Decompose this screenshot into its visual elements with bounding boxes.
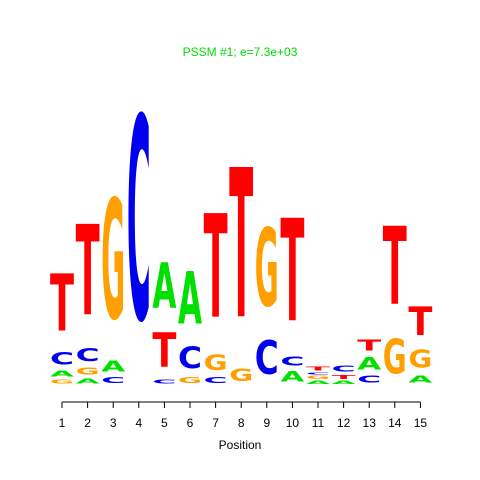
- logo-letter: A: [178, 257, 202, 342]
- logo-letter: C: [306, 372, 330, 375]
- x-tick-label: 15: [414, 416, 428, 430]
- x-tick-label: 13: [363, 416, 377, 430]
- x-tick-label: 10: [286, 416, 300, 430]
- logo-letter: T: [332, 374, 357, 380]
- logo-letter: C: [152, 378, 176, 385]
- logo-letter: T: [383, 204, 407, 329]
- x-tick-label: 4: [135, 416, 142, 430]
- logo-letter: C: [280, 354, 304, 369]
- logo-letter: A: [306, 380, 330, 385]
- logo-letter: C: [357, 374, 381, 385]
- logo-letter: C: [50, 350, 74, 369]
- logo-letter: C: [101, 375, 125, 385]
- logo-letter: G: [306, 375, 330, 380]
- logo-letter: T: [204, 186, 228, 351]
- logo-letter: C: [204, 375, 228, 385]
- logo-letter: T: [357, 337, 382, 355]
- x-tick-label: 1: [59, 416, 66, 430]
- logo-letter: G: [204, 350, 228, 375]
- logo-letter: G: [255, 206, 279, 332]
- x-tick-label: 6: [187, 416, 194, 430]
- logo-letter: G: [383, 330, 407, 385]
- x-tick-label: 12: [337, 416, 351, 430]
- logo-letter: G: [229, 366, 253, 386]
- logo-letter: C: [127, 60, 151, 384]
- logo-letter: C: [332, 364, 356, 374]
- x-tick-label: 3: [110, 416, 117, 430]
- x-tick-label: 9: [263, 416, 270, 430]
- logo-letter: A: [332, 380, 356, 385]
- logo-letter: G: [50, 378, 74, 385]
- logo-letter: G: [408, 345, 432, 374]
- x-axis-label: Position: [219, 438, 262, 452]
- x-tick-label: 8: [238, 416, 245, 430]
- x-tick-label: 11: [312, 416, 325, 430]
- logo-letter: C: [76, 345, 100, 366]
- logo-letter: G: [178, 376, 202, 386]
- logo-letter: T: [280, 191, 304, 354]
- logo-letter: A: [408, 374, 432, 385]
- logo-letter: G: [76, 366, 100, 377]
- logo-letter: A: [76, 377, 101, 385]
- logo-letter: T: [76, 200, 100, 344]
- x-tick-label: 5: [161, 416, 168, 430]
- logo-letter: C: [255, 332, 279, 385]
- logo-letter: G: [101, 165, 125, 357]
- x-tick-label: 14: [388, 416, 402, 430]
- logo-letter: T: [50, 260, 74, 350]
- logo-letter: T: [306, 366, 331, 372]
- x-tick-label: 7: [212, 416, 219, 430]
- logo-letter: A: [357, 354, 382, 373]
- logo-letter: A: [101, 357, 125, 375]
- x-tick-label: 2: [84, 416, 91, 430]
- logo-letter: C: [178, 342, 202, 376]
- chart-title: PSSM #1; e=7.3e+03: [183, 45, 298, 59]
- logo-letter: T: [408, 299, 433, 344]
- logo-letter: A: [280, 369, 305, 385]
- logo-letter: A: [152, 250, 176, 324]
- logo-letter: A: [50, 369, 75, 379]
- logo-letter: T: [152, 323, 176, 379]
- logo-letter: T: [229, 127, 253, 365]
